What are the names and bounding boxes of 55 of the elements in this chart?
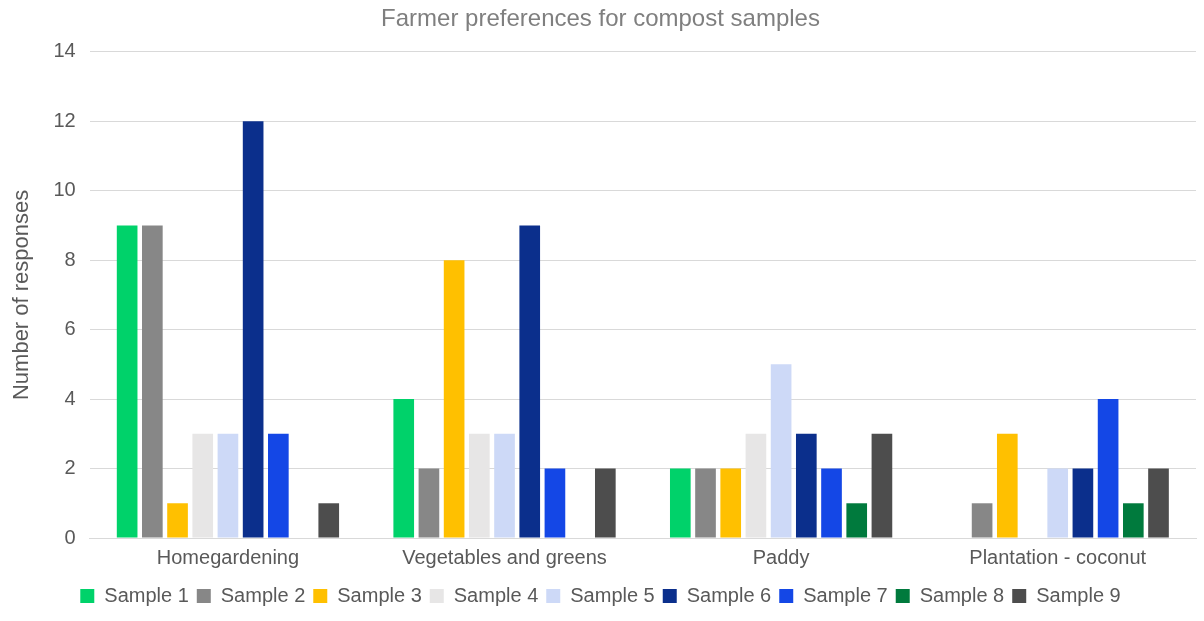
legend-label: Sample 9 (1036, 583, 1121, 606)
y-tick-label: 14 (53, 39, 76, 62)
bar (443, 260, 465, 538)
bar (669, 468, 691, 538)
bar (1072, 468, 1094, 538)
bar (494, 433, 515, 538)
x-tick-label: Paddy (752, 545, 810, 568)
bar (720, 468, 742, 538)
legend-label: Sample 4 (453, 583, 539, 606)
bar (519, 225, 541, 538)
bar (1097, 399, 1119, 538)
y-tick-label: 12 (53, 108, 76, 131)
bar (318, 503, 340, 538)
y-tick-label: 2 (64, 456, 76, 479)
x-tick-label: Vegetables and greens (402, 545, 607, 568)
y-tick-label: 4 (64, 386, 76, 409)
legend-label: Sample 6 (686, 583, 772, 606)
y-axis-title: Number of responses (8, 189, 34, 401)
bar (418, 468, 440, 538)
bar (996, 433, 1018, 538)
legend-label: Sample 2 (220, 583, 306, 606)
bar (192, 433, 214, 538)
chart-title: Farmer preferences for compost samples (381, 4, 820, 32)
bar (268, 433, 289, 538)
bar (167, 503, 188, 538)
y-tick-label: 0 (64, 525, 76, 548)
y-tick-label: 8 (64, 247, 76, 270)
bar (544, 468, 566, 538)
bar (393, 399, 415, 538)
x-tick-label: Plantation - coconut (969, 545, 1147, 568)
bar (745, 433, 767, 538)
legend-label: Sample 3 (337, 583, 422, 606)
bar (795, 433, 817, 538)
bar (217, 433, 239, 538)
legend-label: Sample 1 (104, 583, 189, 606)
bar (469, 433, 490, 538)
y-tick-label: 6 (64, 317, 76, 340)
legend-label: Sample 8 (919, 583, 1005, 606)
bar (116, 225, 138, 538)
bar (1047, 468, 1069, 538)
bar (846, 503, 868, 538)
bar (142, 225, 163, 538)
bar (595, 468, 616, 538)
bar (1122, 503, 1144, 538)
bar (695, 468, 716, 538)
x-tick-label: Homegardening (156, 545, 300, 568)
y-tick-label: 10 (53, 178, 76, 201)
bar (1148, 468, 1169, 538)
legend-label: Sample 5 (570, 583, 655, 606)
bar (971, 503, 993, 538)
bar (770, 364, 792, 538)
bar (871, 433, 893, 538)
bar (821, 468, 842, 538)
bar (242, 121, 264, 538)
legend-label: Sample 7 (803, 583, 888, 606)
